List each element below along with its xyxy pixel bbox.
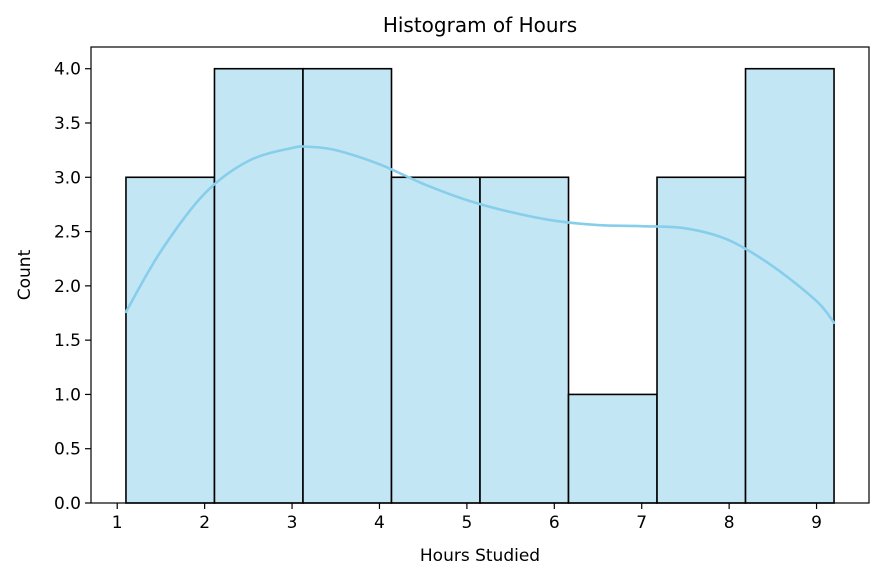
y-tick-label: 1.0 xyxy=(54,385,81,405)
y-tick-label: 0.0 xyxy=(54,494,81,514)
y-tick-label: 4.0 xyxy=(54,60,81,80)
histogram-bar-4 xyxy=(390,176,481,504)
y-tick-label: 3.0 xyxy=(54,168,81,188)
x-axis-label: Hours Studied xyxy=(420,546,540,566)
histogram-bar-3 xyxy=(302,67,393,504)
kde-curve xyxy=(124,145,836,325)
histogram-bar-1 xyxy=(125,176,216,504)
x-tick-label: 6 xyxy=(549,513,560,533)
x-tick-label: 3 xyxy=(287,513,298,533)
x-tick-label: 1 xyxy=(112,513,123,533)
x-tick-label: 4 xyxy=(374,513,385,533)
plot-frame xyxy=(90,46,870,504)
y-tick-label: 2.0 xyxy=(54,277,81,297)
x-tick-label: 8 xyxy=(724,513,735,533)
histogram-bar-8 xyxy=(744,67,835,504)
y-axis-label: Count xyxy=(15,249,35,300)
x-tick-label: 7 xyxy=(636,513,647,533)
histogram-bar-5 xyxy=(479,176,570,504)
x-tick-label: 2 xyxy=(199,513,210,533)
histogram-bar-6 xyxy=(567,393,658,504)
histogram-bar-2 xyxy=(213,67,304,504)
y-tick-label: 0.5 xyxy=(54,440,81,460)
histogram-bars xyxy=(125,67,835,504)
y-tick-label: 2.5 xyxy=(54,223,81,243)
x-tick-label: 9 xyxy=(811,513,822,533)
y-tick-label: 3.5 xyxy=(54,114,81,134)
y-tick-label: 1.5 xyxy=(54,331,81,351)
x-tick-label: 5 xyxy=(461,513,472,533)
chart-title: Histogram of Hours xyxy=(383,13,577,37)
